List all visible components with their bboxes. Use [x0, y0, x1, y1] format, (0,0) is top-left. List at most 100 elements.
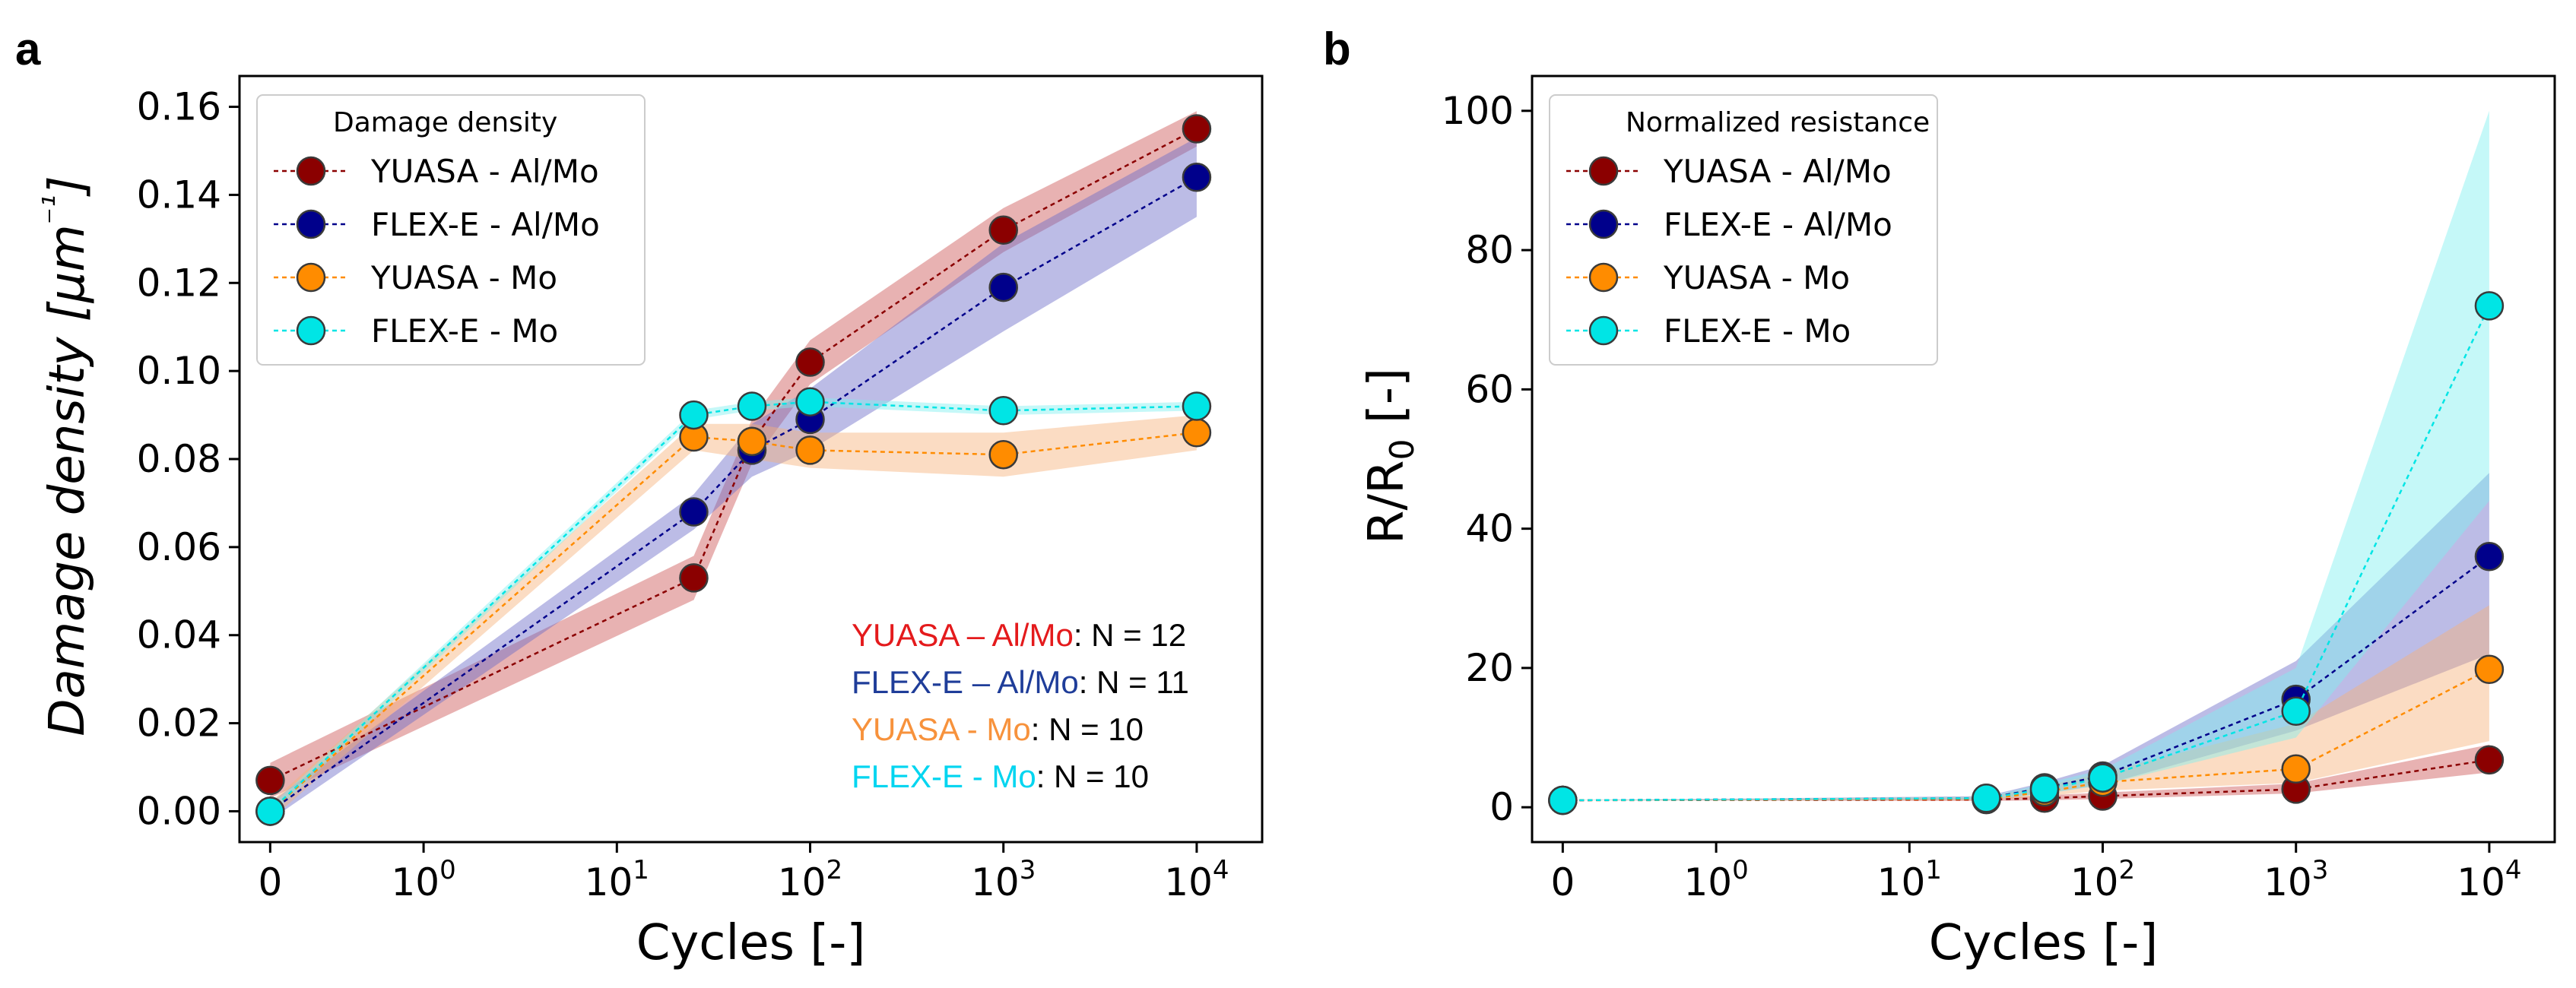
sample-size-note: YUASA - Mo: N = 10 — [852, 711, 1144, 747]
sample-size-count: : N = 11 — [1079, 664, 1189, 700]
series-yuasa-al-mo — [255, 114, 1212, 796]
x-tick-base: 10 — [1683, 860, 1732, 904]
x-tick-label: 104 — [2457, 855, 2521, 904]
data-point — [1182, 114, 1212, 144]
x-tick-label: 101 — [585, 855, 649, 904]
series-line — [269, 401, 1197, 812]
legend-entry: YUASA - Al/Mo — [274, 153, 599, 190]
y-label-part: ] — [40, 176, 96, 197]
data-point — [795, 387, 825, 416]
legend-label: FLEX-E - Al/Mo — [1664, 206, 1892, 243]
y-tick-label: 0.06 — [137, 525, 221, 569]
x-tick-label: 100 — [391, 855, 455, 904]
legend: Normalized resistance YUASA - Al/Mo FLEX-E… — [1549, 94, 1938, 366]
x-tick-exponent: 0 — [1732, 855, 1749, 885]
data-point — [1972, 784, 2001, 813]
series-line — [269, 176, 1198, 812]
legend-label: YUASA - Mo — [1663, 259, 1850, 296]
panel-label: a — [15, 24, 41, 74]
y-label-part: R/R — [1359, 460, 1415, 544]
legend-title: Damage density — [333, 107, 557, 138]
y-label-part: ⁻¹ — [36, 195, 73, 224]
legend-marker — [296, 315, 326, 346]
x-tick-base: 10 — [971, 860, 1020, 904]
sample-size-count: : N = 10 — [1036, 758, 1149, 794]
legend-marker — [1588, 156, 1619, 186]
data-point — [988, 439, 1018, 470]
sample-size-note: YUASA – Al/Mo: N = 12 — [852, 617, 1186, 653]
y-tick-label: 80 — [1465, 228, 1514, 272]
sample-size-count: : N = 12 — [1074, 617, 1186, 653]
sample-size-note: FLEX-E - Mo: N = 10 — [852, 758, 1149, 794]
sample-size-name: YUASA – Al/Mo — [852, 617, 1074, 653]
y-label-part: 0 — [1383, 439, 1422, 460]
data-point — [2474, 654, 2505, 684]
x-tick-base: 10 — [2070, 860, 2119, 904]
legend-box — [256, 94, 646, 366]
series-flex-e-mo — [255, 387, 1212, 826]
confidence-bands — [270, 111, 1197, 821]
x-tick-label: 0 — [1550, 860, 1575, 904]
y-tick-label: 0.10 — [137, 349, 221, 393]
band-yuasa-mo — [1562, 605, 2489, 800]
data-point — [988, 215, 1018, 245]
x-tick-exponent: 3 — [2312, 855, 2329, 885]
x-tick-exponent: 4 — [1213, 855, 1229, 885]
y-tick-label: 0.12 — [137, 261, 221, 305]
y-tick-label: 100 — [1442, 89, 1514, 133]
x-tick-base: 10 — [391, 860, 439, 904]
y-tick-label: 20 — [1465, 646, 1514, 690]
x-tick-label: 102 — [2070, 855, 2135, 904]
x-tick-exponent: 1 — [1925, 855, 1942, 885]
legend-label: FLEX-E - Mo — [1664, 312, 1851, 350]
legend-label: YUASA - Mo — [370, 259, 557, 296]
sample-size-name: FLEX-E – Al/Mo — [852, 664, 1079, 700]
legend-entry: FLEX-E - Mo — [1566, 312, 1851, 350]
legend: Damage density YUASA - Al/Mo FLEX-E - Al/M… — [256, 94, 646, 366]
legend-marker — [1588, 209, 1619, 239]
data-point — [1182, 417, 1212, 448]
legend-marker — [296, 262, 326, 293]
x-tick-base: 10 — [778, 860, 826, 904]
data-point — [679, 563, 709, 593]
data-point — [2281, 696, 2311, 726]
legend-title: Normalized resistance — [1626, 107, 1930, 138]
y-tick-label: 0.02 — [137, 701, 221, 746]
x-tick-label: 100 — [1683, 855, 1748, 904]
data-point — [1548, 785, 1578, 815]
y-tick-label: 0.14 — [137, 173, 221, 217]
x-tick-base: 10 — [585, 860, 633, 904]
legend-label: YUASA - Al/Mo — [1663, 153, 1892, 190]
data-point — [679, 497, 709, 527]
data-point — [255, 765, 285, 796]
x-tick-label: 101 — [1877, 855, 1942, 904]
x-tick-exponent: 0 — [439, 855, 456, 885]
legend-entry: YUASA - Mo — [274, 259, 557, 296]
confidence-bands — [1562, 110, 2489, 801]
y-axis-label: Damage density [μm⁻¹] — [36, 176, 96, 736]
sample-size-name: FLEX-E - Mo — [852, 758, 1036, 794]
x-tick-base: 10 — [2264, 860, 2312, 904]
x-tick-exponent: 3 — [1020, 855, 1036, 885]
data-point — [2029, 774, 2060, 804]
y-tick-label: 60 — [1465, 367, 1514, 411]
data-point — [737, 426, 767, 457]
x-tick-exponent: 2 — [826, 855, 843, 885]
y-tick-label: 0.08 — [137, 437, 221, 481]
legend-entry: YUASA - Al/Mo — [1566, 153, 1892, 190]
legend-entry: YUASA - Mo — [1566, 259, 1850, 296]
sample-size-name: YUASA - Mo — [852, 711, 1031, 747]
data-point — [679, 400, 709, 430]
legend-box — [1549, 94, 1938, 366]
x-tick-label: 104 — [1164, 855, 1229, 904]
y-tick-label: 0 — [1489, 785, 1514, 829]
data-point — [988, 396, 1018, 426]
band-yuasa-al-mo — [270, 111, 1197, 799]
y-tick-label: 40 — [1465, 507, 1514, 551]
legend-label: FLEX-E - Al/Mo — [371, 206, 600, 243]
x-axis-label: Cycles [-] — [1929, 915, 2159, 971]
y-tick-label: 0.00 — [137, 789, 221, 833]
